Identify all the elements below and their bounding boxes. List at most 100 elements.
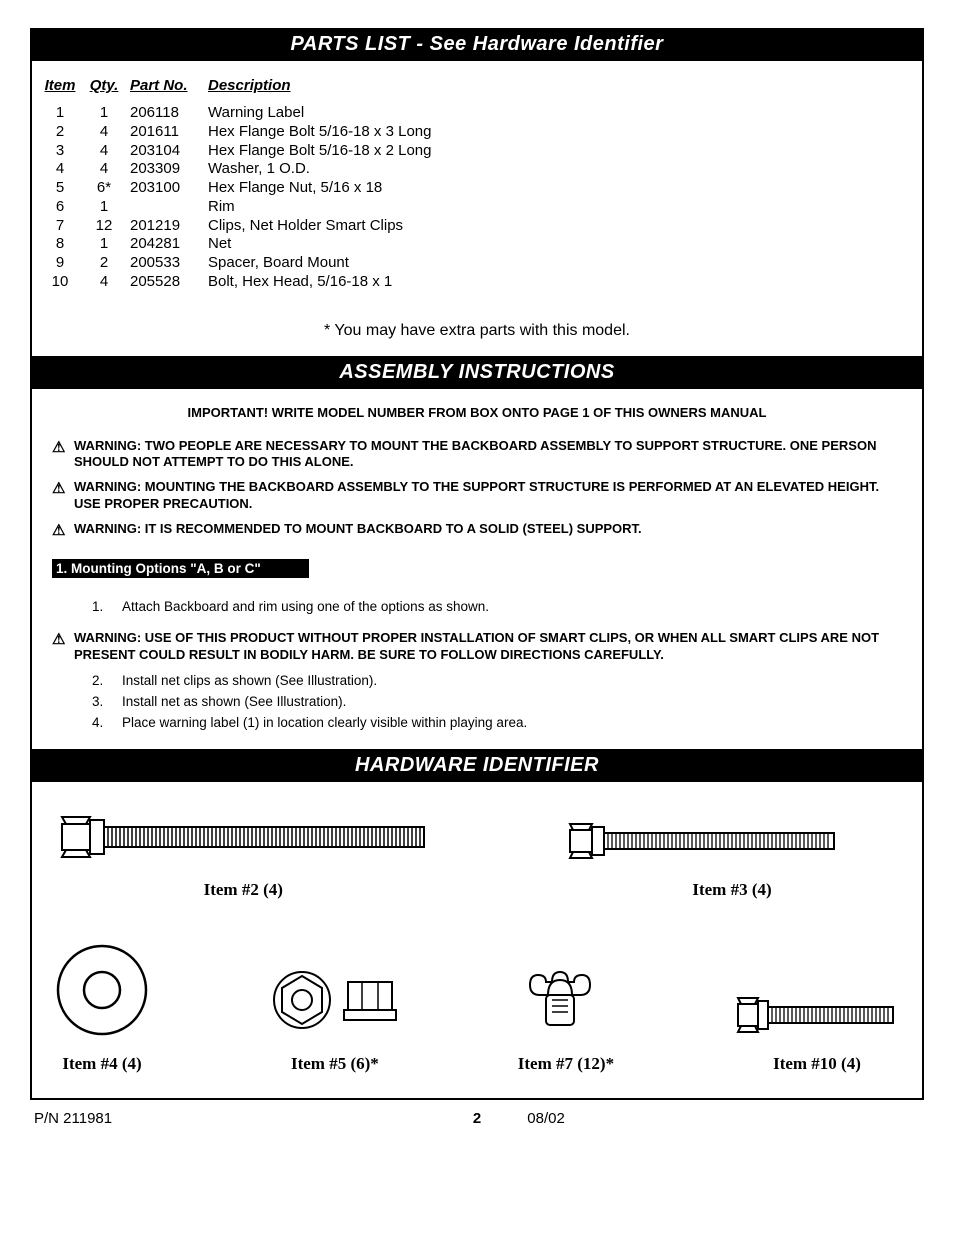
net-clip-icon xyxy=(518,960,608,1040)
instruction-step: 2.Install net clips as shown (See Illust… xyxy=(92,672,902,691)
hardware-label-2: Item #2 (4) xyxy=(52,880,435,900)
step-number: 1. xyxy=(92,598,122,617)
parts-table-row: 24201611Hex Flange Bolt 5/16-18 x 3 Long xyxy=(38,123,916,142)
step-number: 3. xyxy=(92,693,122,712)
cell-description: Rim xyxy=(200,198,916,217)
flange-nut-icon xyxy=(270,960,400,1040)
cell-description: Hex Flange Bolt 5/16-18 x 2 Long xyxy=(200,142,916,161)
footer-date: 08/02 xyxy=(527,1110,565,1127)
step-number: 4. xyxy=(92,714,122,733)
warning-text: WARNING: USE OF THIS PRODUCT WITHOUT PRO… xyxy=(74,630,902,664)
warning-text: WARNING: MOUNTING THE BACKBOARD ASSEMBLY… xyxy=(74,479,902,513)
hardware-row-1: Item #2 (4) Item #3 (4) xyxy=(52,806,902,900)
cell-partno: 201611 xyxy=(126,123,200,142)
warning-icon: ⚠ xyxy=(52,438,74,458)
cell-item: 6 xyxy=(38,198,82,217)
cell-item: 2 xyxy=(38,123,82,142)
step-text: Install net as shown (See Illustration). xyxy=(122,693,346,712)
cell-item: 4 xyxy=(38,160,82,179)
cell-qty: 4 xyxy=(82,142,126,161)
step-text: Place warning label (1) in location clea… xyxy=(122,714,527,733)
cell-qty: 1 xyxy=(82,104,126,123)
cell-partno: 204281 xyxy=(126,235,200,254)
col-header-item: Item xyxy=(38,77,82,94)
bolt-short-icon xyxy=(732,990,902,1040)
cell-qty: 6* xyxy=(82,179,126,198)
cell-qty: 1 xyxy=(82,198,126,217)
hardware-item-3: Item #3 (4) xyxy=(562,816,902,900)
parts-table-row: 712201219Clips, Net Holder Smart Clips xyxy=(38,217,916,236)
parts-list-header: PARTS LIST - See Hardware Identifier xyxy=(32,28,922,61)
extra-parts-footnote: * You may have extra parts with this mod… xyxy=(38,322,916,340)
parts-table-row: 34203104Hex Flange Bolt 5/16-18 x 2 Long xyxy=(38,142,916,161)
hardware-section: Item #2 (4) Item #3 (4) xyxy=(32,782,922,1098)
parts-list-section: Item Qty. Part No. Description 11206118W… xyxy=(32,61,922,356)
cell-description: Hex Flange Nut, 5/16 x 18 xyxy=(200,179,916,198)
parts-table-row: 81204281Net xyxy=(38,235,916,254)
cell-qty: 4 xyxy=(82,160,126,179)
cell-partno: 206118 xyxy=(126,104,200,123)
warning-line: ⚠WARNING: IT IS RECOMMENDED TO MOUNT BAC… xyxy=(52,521,902,541)
warning-icon: ⚠ xyxy=(52,630,74,650)
cell-partno: 200533 xyxy=(126,254,200,273)
hardware-item-7: Item #7 (12)* xyxy=(518,960,614,1074)
bolt-long-icon xyxy=(52,806,432,866)
cell-item: 10 xyxy=(38,273,82,292)
cell-item: 5 xyxy=(38,179,82,198)
cell-qty: 1 xyxy=(82,235,126,254)
cell-partno: 203100 xyxy=(126,179,200,198)
mounting-options-subheader: 1. Mounting Options "A, B or C" xyxy=(52,559,309,578)
warning-text: WARNING: IT IS RECOMMENDED TO MOUNT BACK… xyxy=(74,521,642,538)
parts-table-row: 61 Rim xyxy=(38,198,916,217)
cell-description: Net xyxy=(200,235,916,254)
hardware-item-10: Item #10 (4) xyxy=(732,990,902,1074)
cell-partno: 203309 xyxy=(126,160,200,179)
cell-description: Washer, 1 O.D. xyxy=(200,160,916,179)
cell-description: Warning Label xyxy=(200,104,916,123)
warning-line: ⚠WARNING: TWO PEOPLE ARE NECESSARY TO MO… xyxy=(52,438,902,472)
cell-partno: 205528 xyxy=(126,273,200,292)
parts-table-row: 56*203100Hex Flange Nut, 5/16 x 18 xyxy=(38,179,916,198)
parts-table-row: 44203309Washer, 1 O.D. xyxy=(38,160,916,179)
warning-icon: ⚠ xyxy=(52,521,74,541)
instruction-step: 3.Install net as shown (See Illustration… xyxy=(92,693,902,712)
hardware-label-10: Item #10 (4) xyxy=(732,1054,902,1074)
hardware-label-5: Item #5 (6)* xyxy=(270,1054,400,1074)
cell-item: 9 xyxy=(38,254,82,273)
page-footer: P/N 211981 08/02 2 xyxy=(30,1100,924,1127)
assembly-header: ASSEMBLY INSTRUCTIONS xyxy=(32,356,922,389)
hardware-header: HARDWARE IDENTIFIER xyxy=(32,749,922,782)
parts-table-row: 104205528Bolt, Hex Head, 5/16-18 x 1 xyxy=(38,273,916,292)
warning-text: WARNING: TWO PEOPLE ARE NECESSARY TO MOU… xyxy=(74,438,902,472)
footer-part-number: P/N 211981 xyxy=(34,1110,112,1127)
parts-table-row: 11206118Warning Label xyxy=(38,104,916,123)
cell-description: Hex Flange Bolt 5/16-18 x 3 Long xyxy=(200,123,916,142)
cell-partno: 203104 xyxy=(126,142,200,161)
instruction-step: 4.Place warning label (1) in location cl… xyxy=(92,714,902,733)
bolt-medium-icon xyxy=(562,816,842,866)
cell-description: Clips, Net Holder Smart Clips xyxy=(200,217,916,236)
warning-line: ⚠WARNING: MOUNTING THE BACKBOARD ASSEMBL… xyxy=(52,479,902,513)
col-header-partno: Part No. xyxy=(126,77,200,94)
cell-qty: 2 xyxy=(82,254,126,273)
hardware-row-2: Item #4 (4) Item #5 (6)* xyxy=(52,940,902,1074)
step-text: Install net clips as shown (See Illustra… xyxy=(122,672,377,691)
hardware-label-3: Item #3 (4) xyxy=(562,880,902,900)
hardware-item-2: Item #2 (4) xyxy=(52,806,435,900)
hardware-item-5: Item #5 (6)* xyxy=(270,960,400,1074)
instruction-step: 1.Attach Backboard and rim using one of … xyxy=(92,598,902,617)
hardware-item-4: Item #4 (4) xyxy=(52,940,152,1074)
parts-table-row: 92200533Spacer, Board Mount xyxy=(38,254,916,273)
cell-qty: 4 xyxy=(82,273,126,292)
cell-item: 8 xyxy=(38,235,82,254)
washer-icon xyxy=(52,940,152,1040)
step-number: 2. xyxy=(92,672,122,691)
footer-page-number: 2 xyxy=(473,1110,481,1127)
warning-smart-clips: ⚠ WARNING: USE OF THIS PRODUCT WITHOUT P… xyxy=(52,630,902,664)
cell-description: Spacer, Board Mount xyxy=(200,254,916,273)
cell-item: 3 xyxy=(38,142,82,161)
warning-icon: ⚠ xyxy=(52,479,74,499)
cell-partno xyxy=(126,198,200,217)
parts-table-header: Item Qty. Part No. Description xyxy=(38,77,916,94)
cell-qty: 4 xyxy=(82,123,126,142)
